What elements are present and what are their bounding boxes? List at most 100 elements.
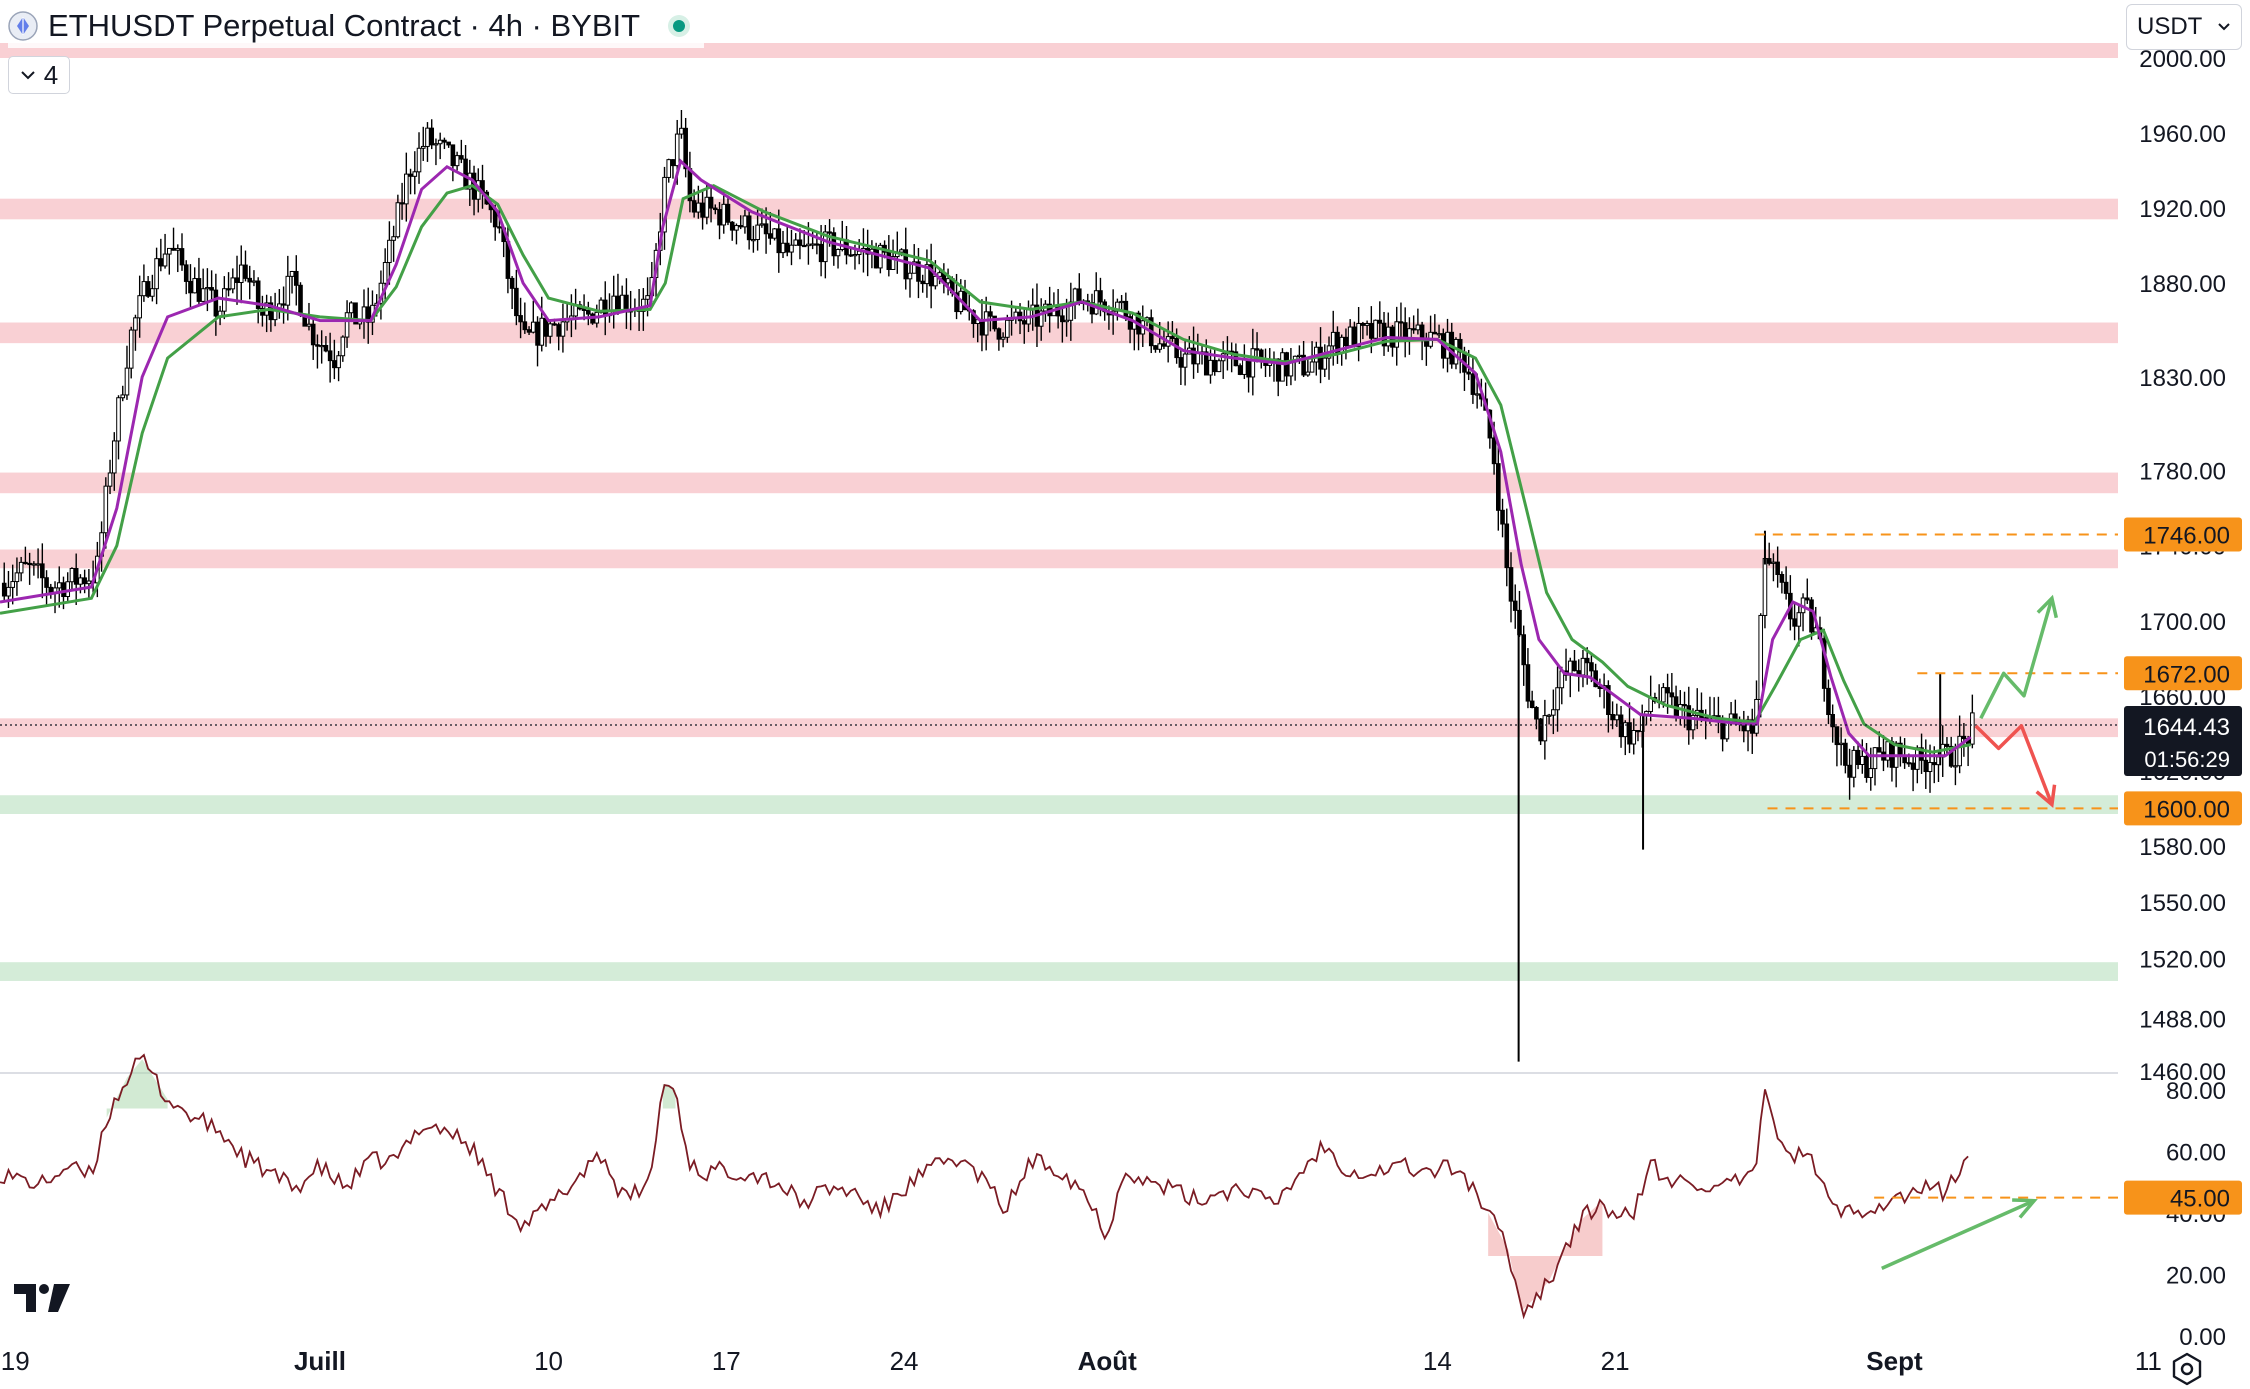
candle [1627, 702, 1632, 754]
candle-body [1246, 359, 1251, 378]
candle-body [1203, 351, 1209, 376]
candle [784, 225, 790, 257]
candle [1288, 348, 1294, 386]
candle [1555, 666, 1560, 732]
candle-body [1572, 660, 1577, 672]
candle [793, 233, 799, 246]
candle-body [717, 209, 722, 226]
candle-body [1551, 709, 1556, 716]
candle-body [404, 173, 409, 205]
candle [1398, 302, 1404, 340]
settings-gear-icon[interactable] [2170, 1352, 2204, 1386]
candle [509, 276, 515, 310]
candle-body [848, 254, 854, 257]
candle-body [116, 397, 121, 442]
candle-body [1614, 714, 1620, 721]
candle-body [183, 264, 189, 282]
candle [463, 145, 468, 190]
candle [31, 561, 37, 576]
candle [611, 275, 617, 329]
candle [738, 215, 743, 230]
price-tick-label: 1780.00 [2139, 459, 2226, 486]
candle-body [873, 248, 879, 269]
candle [742, 209, 748, 234]
candle-body [907, 272, 913, 280]
candle-body [738, 225, 743, 228]
candle-body [708, 196, 714, 209]
candle-body [1373, 319, 1378, 339]
candle [1512, 584, 1518, 629]
candle [1622, 720, 1628, 756]
candle-body [1356, 322, 1361, 347]
candle-body [899, 249, 904, 253]
candle-body [1931, 762, 1937, 766]
time-tick-label: Juill [294, 1346, 346, 1376]
chart-header: ETHUSDT Perpetual Contract · 4h · BYBIT [8, 4, 705, 48]
candle [1669, 673, 1675, 707]
candle [1394, 306, 1400, 366]
candle-body [1783, 581, 1789, 594]
candle [848, 248, 854, 257]
candle-body [1275, 358, 1281, 382]
candle [560, 303, 566, 353]
candle [154, 247, 159, 305]
candle-body [454, 155, 460, 167]
candle-body [1631, 729, 1637, 745]
candle [1944, 737, 1950, 756]
candle-body [1627, 722, 1632, 745]
candle [1804, 578, 1810, 604]
candle-body [1534, 707, 1539, 720]
candle [124, 345, 130, 400]
candle-body [437, 139, 443, 145]
candle-body [1948, 745, 1954, 767]
candle [387, 221, 392, 285]
candle [607, 293, 612, 323]
candle-body [1474, 393, 1480, 396]
candle-body [1669, 692, 1675, 698]
candle [768, 211, 773, 245]
candle [1250, 328, 1256, 396]
rsi-trendline [1881, 1199, 2035, 1270]
candle [670, 159, 676, 179]
candle [831, 227, 837, 266]
candle [1749, 708, 1755, 754]
candle-body [247, 277, 253, 283]
price-tick-label: 1880.00 [2139, 271, 2226, 298]
price-level-label: 1600.00 [2124, 791, 2242, 826]
bearish-projection-arrow [1974, 724, 2057, 809]
candle [35, 548, 41, 579]
candle [459, 139, 464, 164]
candle-body [1377, 319, 1383, 324]
time-tick-label: 11 [2135, 1346, 2162, 1376]
currency-select[interactable]: USDT [2126, 4, 2242, 50]
candle-body [65, 581, 71, 598]
candle-body [450, 144, 456, 167]
candle-body [662, 176, 667, 233]
ema-slow-line [0, 183, 1971, 754]
candle-body [251, 280, 257, 283]
rsi-level-label-bg [2124, 1180, 2242, 1215]
price-level-label-text: 1746.00 [2143, 522, 2230, 549]
candle-body [365, 306, 371, 323]
candle [530, 300, 536, 334]
bullish-projection-arrow-head [2036, 594, 2059, 619]
candle [226, 272, 231, 297]
candle-body [916, 261, 921, 282]
candle [1953, 743, 1958, 786]
candle [1504, 508, 1510, 587]
candle [1364, 320, 1370, 336]
candle-body [238, 264, 244, 284]
candle [1631, 718, 1637, 755]
candle-body [674, 133, 680, 167]
candle [340, 335, 346, 362]
candle-body [310, 323, 316, 346]
candle [1170, 321, 1175, 342]
indicator-collapse-button[interactable]: 4 [8, 56, 70, 94]
candle-body [1910, 762, 1916, 770]
candle-body [6, 586, 11, 597]
candle [1182, 338, 1188, 386]
candle [1847, 748, 1852, 800]
candle-body [1758, 614, 1764, 700]
candle [86, 569, 92, 598]
